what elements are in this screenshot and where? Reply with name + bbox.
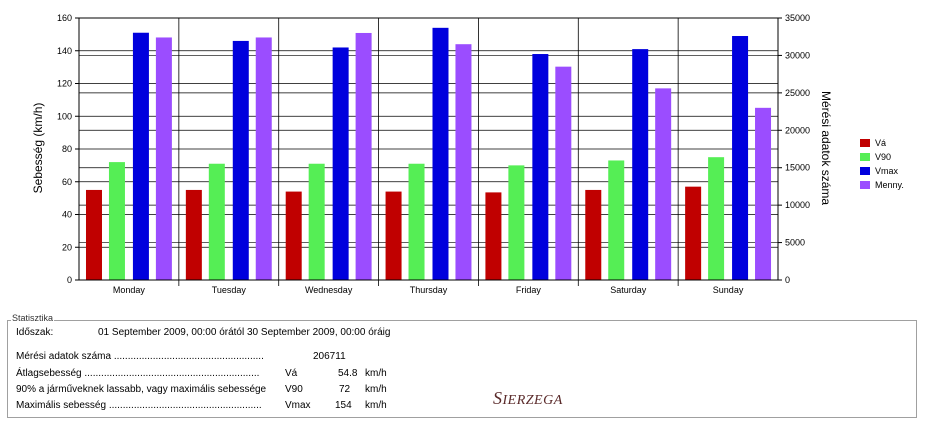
chart-legend: Vá V90 Vmax Menny. (860, 136, 904, 192)
bar-v-saturday (585, 189, 602, 280)
legend-label: Menny. (875, 180, 904, 190)
bar-v90-thursday (408, 163, 425, 280)
bar-v90-wednesday (308, 163, 325, 280)
legend-label: V90 (875, 152, 892, 162)
stat-row-symbol: V90 (285, 384, 303, 395)
stat-row-symbol: Vmax (285, 400, 311, 411)
left-tick-label: 0 (67, 275, 72, 285)
legend-swatch (860, 153, 870, 161)
stat-row-label: Átlagsebesség ..........................… (16, 368, 260, 379)
left-tick-label: 20 (62, 242, 72, 252)
left-tick-label: 60 (62, 177, 72, 187)
stat-row-label: 90% a járműveknek lassabb, vagy maximáli… (16, 384, 267, 395)
left-tick-label: 100 (57, 111, 72, 121)
left-axis-ticks: 0 20 40 60 80 100 120 140 160 (57, 13, 79, 285)
legend-swatch (860, 167, 870, 175)
bar-chart: 0 20 40 60 80 100 120 140 160 0 5000 10000 15000 200… (31, 13, 833, 295)
bar-vmax-friday (532, 54, 549, 281)
legend-label: Vá (875, 138, 887, 148)
right-tick-label: 10000 (785, 200, 810, 210)
bar-menny-tuesday (255, 37, 272, 280)
legend-item: Vmax (860, 164, 904, 178)
left-tick-label: 80 (62, 144, 72, 154)
bar-v-tuesday (185, 189, 202, 280)
stat-row-symbol: Vá (285, 368, 298, 379)
bars (85, 27, 772, 281)
category-labels: Monday Tuesday Wednesday Thursday Friday Satu… (113, 285, 744, 295)
legend-label: Vmax (875, 166, 899, 176)
stat-row-unit: km/h (365, 368, 387, 379)
bar-v-friday (485, 192, 502, 280)
bar-v-sunday (685, 186, 702, 280)
legend-item: V90 (860, 150, 904, 164)
bar-v90-friday (508, 165, 525, 280)
stat-row-label: Mérési adatok száma ....................… (16, 351, 264, 362)
legend-swatch (860, 181, 870, 189)
right-tick-label: 0 (785, 275, 790, 285)
left-tick-label: 40 (62, 210, 72, 220)
category-label: Tuesday (212, 285, 247, 295)
bar-menny-sunday (755, 107, 772, 280)
stat-row-unit: km/h (365, 400, 387, 411)
bar-menny-saturday (655, 88, 672, 280)
bar-v-wednesday (285, 191, 302, 280)
bar-v90-monday (108, 162, 125, 280)
stat-row-unit: km/h (365, 384, 387, 395)
period-label: Időszak: (16, 327, 54, 338)
bar-vmax-tuesday (232, 40, 249, 280)
bar-v90-tuesday (208, 163, 225, 280)
axes (78, 17, 779, 281)
bar-v90-sunday (708, 157, 725, 280)
left-tick-label: 160 (57, 13, 72, 23)
bar-menny-thursday (455, 44, 472, 281)
bar-vmax-sunday (732, 36, 749, 281)
stat-row-label: Maximális sebesség .....................… (16, 400, 262, 411)
statistics-panel: Statisztika Időszak: 01 September 2009, … (7, 313, 917, 418)
right-tick-label: 15000 (785, 163, 810, 173)
legend-item: Vá (860, 136, 904, 150)
legend-item: Menny. (860, 178, 904, 192)
right-tick-label: 5000 (785, 238, 805, 248)
sierzega-logo: SIERZEGA (493, 388, 563, 408)
left-axis-title: Sebesség (km/h) (31, 103, 45, 194)
stat-row-value: 72 (339, 384, 351, 395)
left-tick-label: 140 (57, 46, 72, 56)
bar-v-thursday (385, 191, 402, 280)
right-tick-label: 25000 (785, 88, 810, 98)
bar-vmax-thursday (432, 27, 449, 281)
bar-menny-friday (555, 66, 572, 281)
bar-menny-monday (155, 37, 172, 280)
stat-row-value: 206711 (313, 351, 346, 362)
statistics-title: Statisztika (11, 313, 55, 323)
right-tick-label: 30000 (785, 50, 810, 60)
bar-v90-saturday (608, 160, 625, 280)
right-tick-label: 20000 (785, 125, 810, 135)
bar-v-monday (85, 189, 102, 280)
stat-row-value: 54.8 (338, 368, 358, 379)
right-axis-title: Mérési adatok száma (819, 91, 833, 205)
bar-vmax-saturday (632, 49, 649, 280)
stat-row-value: 154 (335, 400, 352, 411)
bar-vmax-monday (132, 32, 149, 280)
bar-vmax-wednesday (332, 47, 349, 280)
legend-swatch (860, 139, 870, 147)
category-label: Monday (113, 285, 146, 295)
category-label: Friday (516, 285, 542, 295)
gridlines (79, 17, 778, 286)
category-label: Thursday (410, 285, 448, 295)
category-label: Sunday (713, 285, 744, 295)
period-value: 01 September 2009, 00:00 órától 30 Septe… (98, 327, 391, 338)
right-axis-ticks: 0 5000 10000 15000 20000 25000 30000 35000 (778, 13, 810, 285)
right-tick-label: 35000 (785, 13, 810, 23)
bar-menny-wednesday (355, 32, 372, 280)
category-label: Saturday (610, 285, 647, 295)
category-label: Wednesday (305, 285, 353, 295)
left-tick-label: 120 (57, 79, 72, 89)
